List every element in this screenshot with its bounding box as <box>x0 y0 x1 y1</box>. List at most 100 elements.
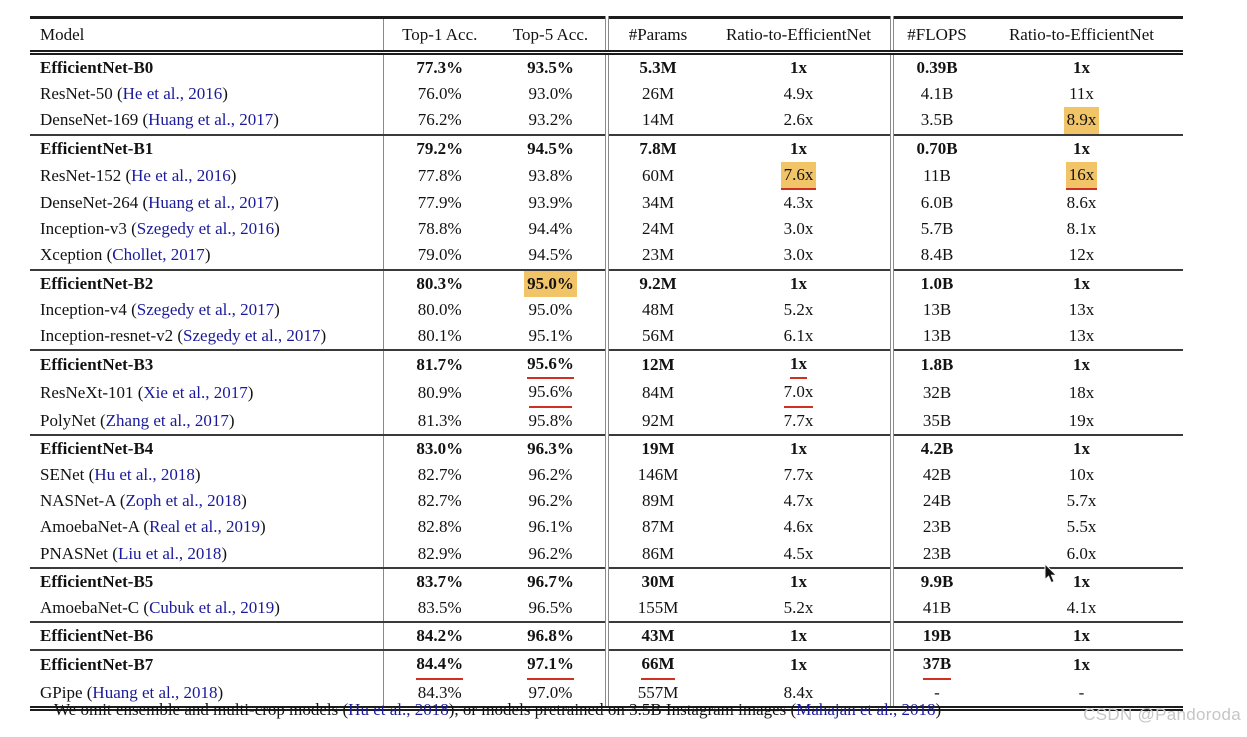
citation-link[interactable]: Cubuk et al., 2019 <box>149 598 275 618</box>
cell-value: 93.9% <box>528 193 573 213</box>
model-cell: Inception-v3 (Szegedy et al., 2016) <box>40 219 280 239</box>
cell-value: 155M <box>637 598 679 618</box>
cell-value: 97.0% <box>528 682 573 702</box>
model-name: DenseNet-264 <box>40 193 139 213</box>
table-row: ResNeXt-101 (Xie et al., 2017) 80.9% 95.6%… <box>30 379 1183 408</box>
table-cell: 83.0% <box>382 434 496 463</box>
table-cell: 5.7x <box>980 488 1183 514</box>
model-name: AmoebaNet-C <box>40 598 140 618</box>
cell-value: 1x <box>790 655 807 675</box>
table-cell: 96.8% <box>496 622 607 650</box>
model-name: EfficientNet-B6 <box>40 626 154 646</box>
cell-value: 56M <box>641 326 675 346</box>
table-cell: 26M <box>605 81 707 108</box>
cell-value: 12M <box>641 355 675 375</box>
model-cell: Inception-v4 (Szegedy et al., 2017) <box>40 299 280 319</box>
model-name: NASNet-A <box>40 491 116 511</box>
citation-link[interactable]: Zoph et al., 2018 <box>125 491 242 511</box>
cell-value: 77.9% <box>417 193 462 213</box>
model-name: Xception <box>40 245 103 265</box>
cell-value: 2.6x <box>783 110 814 130</box>
table-cell: 1x <box>980 270 1183 297</box>
table-cell: 4.1B <box>890 81 980 108</box>
cell-value: 60M <box>641 165 675 185</box>
cell-value: 13B <box>922 299 952 319</box>
table-cell: 13B <box>890 323 980 351</box>
model-name: AmoebaNet-A <box>40 517 140 537</box>
column-header-params: #Params <box>605 17 707 53</box>
table-cell: 96.3% <box>496 435 607 462</box>
cell-value: 1x <box>1073 138 1090 158</box>
citation-link[interactable]: Mahajan et al., 2018 <box>796 700 936 719</box>
citation-link[interactable]: Xie et al., 2017 <box>143 383 248 403</box>
citation-link[interactable]: Szegedy et al., 2016 <box>136 219 275 239</box>
citation-link[interactable]: Huang et al., 2017 <box>148 110 274 130</box>
marked-value: 84.4% <box>416 651 464 680</box>
table-cell: 76.2% <box>382 107 496 135</box>
citation-link[interactable]: Hu et al., 2018 <box>94 465 195 485</box>
cell-value: 7.7x <box>783 465 814 485</box>
table-cell: - <box>890 679 980 709</box>
model-name: PNASNet <box>40 543 109 563</box>
table-cell: 1x <box>707 568 892 595</box>
table-cell: 1x <box>707 435 892 462</box>
cell-value: 1x <box>790 571 807 591</box>
citation-link[interactable]: Szegedy et al., 2017 <box>183 326 321 346</box>
cell-value: 3.0x <box>783 219 814 239</box>
citation-link[interactable]: He et al., 2016 <box>122 84 223 104</box>
cell-value: 1x <box>1073 355 1090 375</box>
table-row: EfficientNet-B0 77.3% 93.5% 5.3M 1x 0.39B 1x <box>30 52 1183 82</box>
table-cell: 1x <box>980 135 1183 162</box>
citation-link[interactable]: Hu et al., 2018 <box>348 700 449 719</box>
cell-value: 34M <box>641 193 675 213</box>
cell-value: 95.1% <box>528 326 573 346</box>
cell-value: 13B <box>922 326 952 346</box>
table-row: ResNet-152 (He et al., 2016) 77.8% 93.8% 60… <box>30 161 1183 191</box>
citation-link[interactable]: Zhang et al., 2017 <box>105 410 229 430</box>
table-cell: 84.4% <box>382 650 496 680</box>
cell-value: 4.1B <box>920 84 954 104</box>
cell-value: 10x <box>1068 465 1095 485</box>
table-cell: 95.1% <box>496 323 607 350</box>
table-cell: 95.8% <box>496 408 607 435</box>
cell-value: 83.5% <box>417 598 462 618</box>
table-cell: 6.1x <box>707 323 892 350</box>
citation-link[interactable]: He et al., 2016 <box>131 165 231 185</box>
marked-value: 97.1% <box>527 651 574 680</box>
citation-link[interactable]: Liu et al., 2018 <box>117 543 222 563</box>
table-cell: 30M <box>605 567 707 596</box>
citation-link[interactable]: Huang et al., 2017 <box>148 193 274 213</box>
model-name: EfficientNet-B5 <box>40 571 154 591</box>
cell-value: 19M <box>641 438 675 458</box>
table-cell: 1x <box>707 270 892 297</box>
cell-value: 80.3% <box>416 273 464 293</box>
citation-link[interactable]: Chollet, 2017 <box>112 245 205 265</box>
cell-value: 48M <box>641 299 675 319</box>
cell-value: 4.5x <box>783 543 814 563</box>
cell-value: 24M <box>641 219 675 239</box>
table-row: EfficientNet-B6 84.2% 96.8% 43M 1x 19B 1x <box>30 622 1183 651</box>
table-cell: 93.5% <box>496 53 607 82</box>
model-cell: EfficientNet-B6 <box>30 622 383 650</box>
citation-link[interactable]: Huang et al., 2018 <box>92 682 218 702</box>
column-header-flops-ratio: Ratio-to-EfficientNet <box>1008 24 1155 44</box>
table-cell: 7.7x <box>707 408 892 435</box>
cell-value: 32B <box>922 383 952 403</box>
table-cell: 78.8% <box>382 216 496 243</box>
table-cell: 96.2% <box>496 462 607 488</box>
citation-link[interactable]: Real et al., 2019 <box>149 517 261 537</box>
table-cell: 13x <box>980 323 1183 350</box>
table-cell: 95.0% <box>496 297 607 323</box>
table-cell: 5.5x <box>980 514 1183 540</box>
model-cell: ResNet-50 (He et al., 2016) <box>40 84 228 104</box>
model-cell: AmoebaNet-C (Cubuk et al., 2019) <box>40 598 280 618</box>
table-cell: 23M <box>605 242 707 270</box>
citation-link[interactable]: Szegedy et al., 2017 <box>136 299 275 319</box>
cell-value: 23B <box>922 517 952 537</box>
model-cell: NASNet-A (Zoph et al., 2018) <box>40 491 247 511</box>
cell-value: 4.6x <box>783 517 814 537</box>
cell-value: 41B <box>922 598 952 618</box>
table-cell: 1x <box>980 435 1183 462</box>
cell-value: 1x <box>790 438 807 458</box>
table-cell: 155M <box>605 595 707 623</box>
